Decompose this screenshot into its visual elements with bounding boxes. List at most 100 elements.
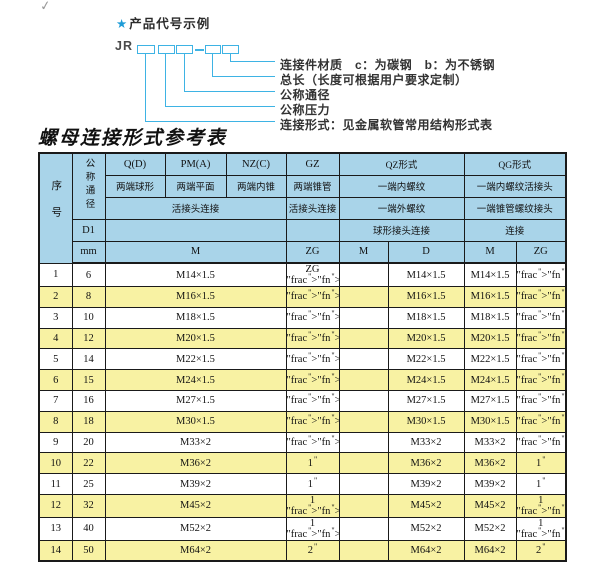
- header-d1: D1: [71, 218, 106, 242]
- table-cell: 4: [38, 327, 73, 350]
- connector-line-conn-form: [145, 54, 275, 122]
- table-cell: 1": [285, 473, 340, 495]
- table-cell: 15: [71, 369, 106, 391]
- table-cell: 10: [71, 306, 106, 329]
- table-cell: "frac">"fn">1"fd">2": [285, 369, 340, 391]
- table-row: 11 25 M39×2 1" M39×2 M39×2 1": [38, 473, 567, 495]
- table-cell: 6: [38, 369, 73, 391]
- header-zg2: ZG: [515, 240, 567, 264]
- table-cell: M64×2: [387, 539, 465, 562]
- product-code-prefix: JR: [115, 39, 133, 53]
- table-cell: M45×2: [463, 493, 517, 518]
- table-cell: "frac">"fn">1"fd">2": [515, 389, 567, 412]
- table-cell: M20×1.5: [387, 327, 465, 350]
- table-cell: "frac">"fn">3"fd">4": [515, 410, 567, 433]
- table-cell: M16×1.5: [387, 286, 465, 308]
- header-m2: M: [338, 240, 389, 264]
- code-box-1: [137, 45, 155, 54]
- header-union-connection-gz: 活接头连接: [285, 196, 340, 220]
- table-cell: [338, 286, 389, 308]
- table-cell: 1": [515, 452, 567, 475]
- table-cell: 1 "frac">"fn">1"fd">2": [515, 516, 567, 541]
- table-cell: M36×2: [463, 452, 517, 475]
- table-cell: 32: [71, 493, 106, 518]
- header-qg-sub2: 一端锥管螺纹接头: [463, 196, 567, 220]
- table-cell: 1: [38, 262, 73, 287]
- table-cell: M14×1.5: [104, 262, 287, 287]
- table-cell: 22: [71, 452, 106, 475]
- table-cell: M20×1.5: [104, 327, 287, 350]
- table-cell: M33×2: [104, 431, 287, 454]
- code-label-diameter: 公称通径: [280, 88, 331, 102]
- table-row: 818M30×1.5"frac">"fn">3"fd">4"M30×1.5M30…: [38, 410, 567, 433]
- table-cell: M24×1.5: [463, 369, 517, 391]
- table-header: 序号 公称通径 Q(D) PM(A) NZ(C) GZ QZ形式 QG形式 两端…: [38, 152, 567, 264]
- header-qz-sub2: 一端外螺纹: [338, 196, 465, 220]
- table-cell: M24×1.5: [104, 369, 287, 391]
- header-q: Q(D): [104, 152, 166, 176]
- code-label-material: 连接件材质 c：为碳钢 b：为不锈钢: [280, 58, 496, 72]
- table-cell: 12: [71, 327, 106, 350]
- table-cell: M27×1.5: [463, 389, 517, 412]
- table-cell: "frac">"fn">3"fd">4": [285, 410, 340, 433]
- table-cell: M45×2: [387, 493, 465, 518]
- table-cell: M30×1.5: [387, 410, 465, 433]
- table-row: 14 50 M64×2 2" M64×2 M64×2 2": [38, 539, 567, 562]
- table-cell: [338, 473, 389, 495]
- table-cell: 16: [71, 389, 106, 412]
- table-cell: M36×2: [104, 452, 287, 475]
- star-icon: ★: [116, 17, 129, 31]
- table-cell: 14: [38, 539, 73, 562]
- header-zg1: ZG: [285, 240, 340, 264]
- code-label-length: 总长（长度可根据用户要求定制）: [280, 73, 468, 87]
- table-cell: 13: [38, 516, 73, 541]
- header-q-sub: 两端球形: [104, 174, 166, 198]
- table-cell: 2": [285, 539, 340, 562]
- table-cell: M64×2: [104, 539, 287, 562]
- table-cell: "frac">"fn">3"fd">8": [515, 306, 567, 329]
- table-cell: 1 "frac">"fn">1"fd">2": [285, 516, 340, 541]
- header-seq: 序号: [38, 152, 73, 264]
- table-cell: "frac">"fn">1"fd">2": [285, 327, 340, 350]
- table-cell: [338, 389, 389, 412]
- header-qz: QZ形式: [338, 152, 465, 176]
- nut-connection-reference-table: 序号 公称通径 Q(D) PM(A) NZ(C) GZ QZ形式 QG形式 两端…: [38, 152, 568, 563]
- table-cell: [338, 306, 389, 329]
- code-box-4: [205, 45, 221, 54]
- connector-line-material: [230, 54, 275, 62]
- table-cell: 1": [515, 473, 567, 495]
- table-cell: "frac">"fn">1"fd">2": [285, 348, 340, 371]
- table-cell: 9: [38, 431, 73, 454]
- table-cell: "frac">"fn">3"fd">8": [285, 306, 340, 329]
- header-qg-sub1: 一端内螺纹活接头: [463, 174, 567, 198]
- table-cell: [338, 516, 389, 541]
- table-cell: 1": [285, 452, 340, 475]
- connector-line-diameter: [184, 54, 275, 92]
- table-cell: M24×1.5: [387, 369, 465, 391]
- code-box-3: [176, 45, 193, 54]
- table-cell: M27×1.5: [104, 389, 287, 412]
- table-cell: "frac">"fn">3"fd">4": [285, 431, 340, 454]
- code-box-2: [158, 45, 175, 54]
- table-cell: M22×1.5: [463, 348, 517, 371]
- table-cell: 7: [38, 389, 73, 412]
- table-cell: [338, 410, 389, 433]
- table-cell: 1 "frac">"fn">1"fd">4": [515, 493, 567, 518]
- table-cell: M18×1.5: [463, 306, 517, 329]
- table-cell: 1 "frac">"fn">1"fd">4": [285, 493, 340, 518]
- table-cell: M18×1.5: [104, 306, 287, 329]
- table-cell: "frac">"fn">3"fd">4": [515, 431, 567, 454]
- table-cell: 6: [71, 262, 106, 287]
- header-qz-sub3: 球形接头连接: [338, 218, 465, 242]
- code-dash: [195, 49, 204, 51]
- table-cell: M36×2: [387, 452, 465, 475]
- table-cell: 14: [71, 348, 106, 371]
- table-cell: 20: [71, 431, 106, 454]
- table-cell: "frac">"fn">1"fd">4": [515, 262, 567, 287]
- code-label-conn-form: 连接形式：见金属软管常用结构形式表: [280, 118, 493, 132]
- header-empty-2: [285, 218, 340, 242]
